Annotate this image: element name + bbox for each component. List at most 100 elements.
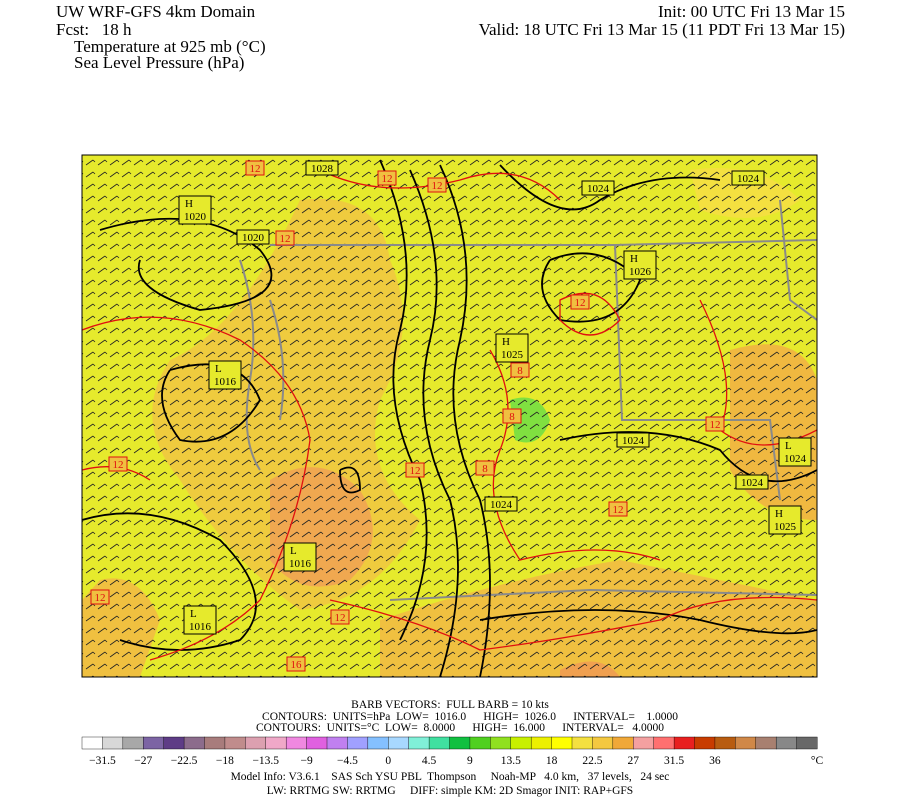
colorbar-tick-label: −31.5 xyxy=(89,755,116,767)
colorbar-swatch xyxy=(714,736,736,750)
temperature-label: 12 xyxy=(95,592,106,604)
colorbar-swatch xyxy=(285,736,308,750)
field-name: Temperature at 925 mb (°C) xyxy=(74,37,266,56)
colorbar-swatch xyxy=(571,736,593,750)
temperature-box xyxy=(510,362,530,378)
temperature-box xyxy=(90,589,110,605)
temperature-box xyxy=(108,456,128,472)
model-info: Model Info: V3.6.1 SAS Sch YSU PBL Thomp… xyxy=(231,771,670,783)
colorbar-tick-label: −18 xyxy=(216,755,234,767)
colorbar-tick-label: 27 xyxy=(628,755,640,767)
temperature-label: 12 xyxy=(410,465,421,477)
colorbar-swatch xyxy=(347,736,369,750)
colorbar-swatch xyxy=(796,736,818,750)
temperature-label: 8 xyxy=(517,365,523,377)
map-frame xyxy=(81,154,818,678)
temperature-box xyxy=(705,416,725,432)
colorbar-unit: °C xyxy=(811,755,824,767)
colorbar-swatch xyxy=(408,736,430,750)
temperature-label: 12 xyxy=(250,163,261,175)
pressure-box xyxy=(616,432,650,448)
pressure-box xyxy=(495,333,529,363)
temperature-box xyxy=(275,230,295,246)
colorbar-swatch xyxy=(735,736,757,750)
colorbar-tick-label: −4.5 xyxy=(337,755,358,767)
colorbar-tick-label: −13.5 xyxy=(252,755,279,767)
map-labels: H10201020102810241024H1026H1025L10161024… xyxy=(90,160,812,672)
pressure-box xyxy=(183,605,217,635)
pressure-value: 1025 xyxy=(501,349,524,361)
colorbar-tick-label: 22.5 xyxy=(582,755,602,767)
colorbar-swatch xyxy=(245,736,267,750)
colorbar: −31.5 −27 −22.5 −18 −13.5 −9 −4.5 0 4.5 9 13.5 18 22… xyxy=(81,736,824,767)
colorbar-tick-label: 13.5 xyxy=(501,755,521,767)
pressure-box xyxy=(178,195,212,225)
temperature-box xyxy=(286,656,306,672)
model-title: UW WRF-GFS 4km Domain xyxy=(56,2,256,21)
pressure-kind: H xyxy=(630,253,638,265)
temperature-label: 12 xyxy=(280,233,291,245)
pressure-value: 1016 xyxy=(189,621,212,633)
colorbar-swatch xyxy=(612,736,634,750)
temperature-label: 12 xyxy=(710,419,721,431)
colorbar-swatch xyxy=(224,736,246,750)
colorbar-swatch xyxy=(673,736,695,750)
valid-time: Valid: 18 UTC Fri 13 Mar 15 (11 PDT Fri … xyxy=(479,20,845,39)
field-name: Sea Level Pressure (hPa) xyxy=(74,53,244,72)
colorbar-swatch xyxy=(81,736,103,750)
pressure-value: 1016 xyxy=(289,558,312,570)
contour-info: CONTOURS: UNITS=hPa LOW= 1016.0 HIGH= 10… xyxy=(262,711,678,723)
pressure-value: 1024 xyxy=(490,499,513,511)
pressure-value: 1026 xyxy=(629,266,652,278)
pressure-value: 1016 xyxy=(214,376,237,388)
colorbar-swatch xyxy=(592,736,614,750)
pressure-kind: H xyxy=(502,336,510,348)
colorbar-swatch xyxy=(143,736,165,750)
colorbar-tick-label: 31.5 xyxy=(664,755,684,767)
colorbar-swatch xyxy=(183,736,205,750)
colorbar-swatch xyxy=(775,736,798,750)
temperature-label: 12 xyxy=(113,459,124,471)
temperature-box xyxy=(608,501,628,517)
pressure-value: 1020 xyxy=(242,232,265,244)
pressure-value: 1024 xyxy=(622,435,645,447)
colorbar-swatch xyxy=(326,736,348,750)
pressure-kind: L xyxy=(290,545,297,557)
colorbar-swatch xyxy=(469,736,491,750)
colorbar-swatch xyxy=(633,736,655,750)
colorbar-swatch xyxy=(694,736,716,750)
pressure-kind: L xyxy=(190,608,197,620)
colorbar-swatch xyxy=(653,736,675,750)
pressure-kind: L xyxy=(215,363,222,375)
pressure-value: 1025 xyxy=(774,521,797,533)
colorbar-tick-label: −27 xyxy=(134,755,152,767)
forecast-hour: Fcst: 18 h xyxy=(56,20,132,39)
physics-info: LW: RRTMG SW: RRTMG DIFF: simple KM: 2D … xyxy=(267,785,633,797)
temperature-box xyxy=(330,609,350,625)
temperature-box xyxy=(405,462,425,478)
temperature-box xyxy=(570,294,590,310)
pressure-kind: H xyxy=(185,198,193,210)
temperature-label: 8 xyxy=(509,411,515,423)
pressure-box xyxy=(208,360,242,390)
pressure-box xyxy=(768,505,802,535)
temperature-label: 12 xyxy=(335,612,346,624)
pressure-box xyxy=(236,229,270,245)
temperature-label: 12 xyxy=(432,180,443,192)
colorbar-tick-label: 0 xyxy=(385,755,391,767)
temperature-box xyxy=(245,160,265,176)
colorbar-tick-label: −9 xyxy=(300,755,312,767)
colorbar-swatch xyxy=(102,736,124,750)
temperature-label: 16 xyxy=(291,659,303,671)
pressure-value: 1024 xyxy=(737,173,760,185)
colorbar-swatch xyxy=(428,736,451,750)
colorbar-swatch xyxy=(551,736,573,750)
colorbar-swatch xyxy=(122,736,144,750)
colorbar-tick-label: 9 xyxy=(467,755,473,767)
pressure-box xyxy=(778,437,812,467)
colorbar-swatch xyxy=(204,736,226,750)
colorbar-tick-label: 18 xyxy=(546,755,558,767)
pressure-box xyxy=(305,160,339,176)
temperature-box xyxy=(427,177,447,193)
